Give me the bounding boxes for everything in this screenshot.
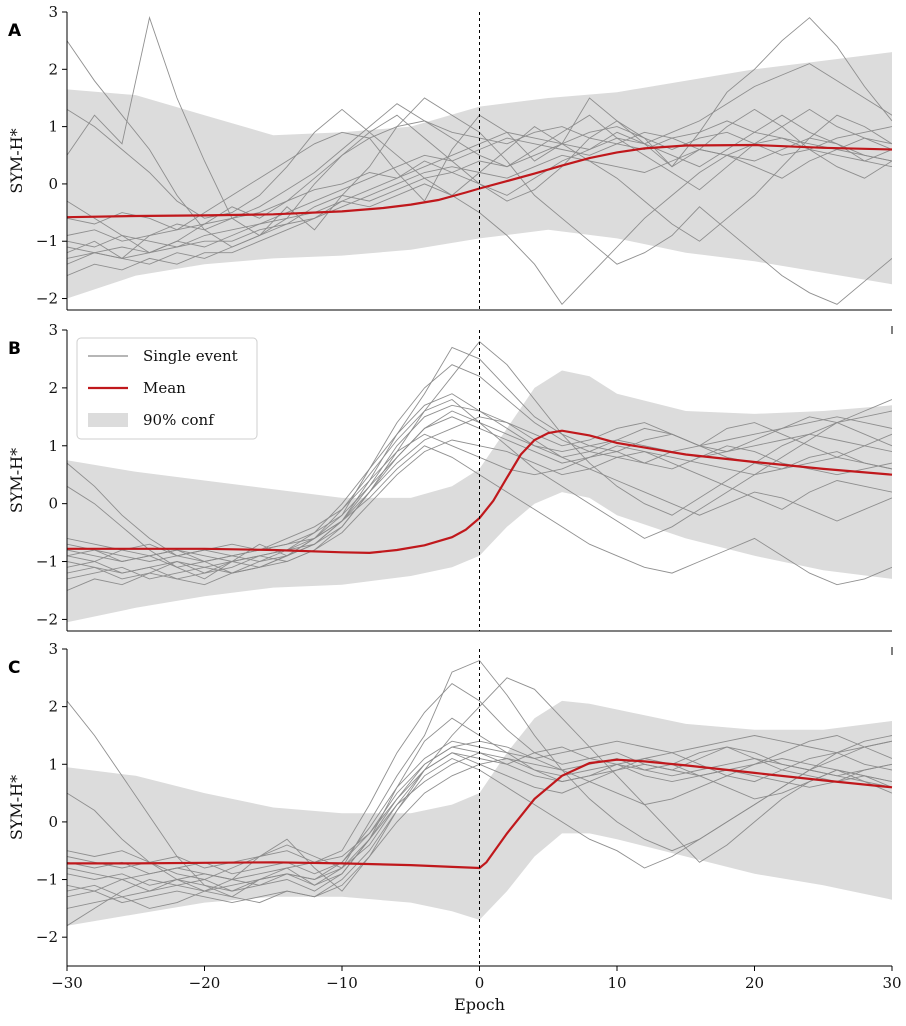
y-tick-label: 3 bbox=[48, 321, 58, 339]
y-tick-label: 2 bbox=[48, 379, 58, 397]
y-tick-label: 1 bbox=[48, 755, 58, 773]
panel-b: −2 −1 0 1 2 3 SYM-H* B Single event Mean 90% conf bbox=[7, 321, 893, 655]
x-tick-label: 0 bbox=[475, 974, 485, 992]
single-event-line-8 bbox=[67, 63, 892, 265]
y-tick-label: 2 bbox=[48, 698, 58, 716]
single-event-line-11 bbox=[67, 108, 892, 254]
mean-line bbox=[67, 758, 893, 870]
y-tick-label: −1 bbox=[36, 232, 58, 250]
legend-label-mean: Mean bbox=[143, 379, 186, 397]
x-tick-label: 30 bbox=[882, 974, 901, 992]
y-tick-label: 0 bbox=[48, 495, 58, 513]
x-tick-label: 20 bbox=[745, 974, 764, 992]
x-tick-label: 10 bbox=[607, 974, 626, 992]
y-tick-label: 1 bbox=[48, 118, 58, 136]
legend-label-band: 90% conf bbox=[143, 411, 215, 429]
y-tick-label: 0 bbox=[48, 813, 58, 831]
y-tick-label: 3 bbox=[48, 3, 58, 21]
panel-label: C bbox=[8, 658, 20, 678]
y-tick-label: 3 bbox=[48, 640, 58, 658]
legend: Single event Mean 90% conf bbox=[76, 337, 258, 440]
panel-a: −2 −1 0 1 2 3 SYM-H* A bbox=[7, 3, 893, 334]
panel-c: −2 −1 0 1 2 3 SYM-H* C bbox=[7, 640, 893, 967]
y-tick-label: −1 bbox=[36, 553, 58, 571]
legend-band-swatch bbox=[88, 413, 128, 427]
mean-line bbox=[67, 429, 893, 555]
y-tick-label: −2 bbox=[36, 610, 58, 628]
confidence-band bbox=[67, 370, 892, 623]
y-tick-label: −1 bbox=[36, 871, 58, 889]
y-tick-label: −2 bbox=[36, 290, 58, 308]
y-axis-title: SYM-H* bbox=[7, 448, 26, 513]
y-tick-label: 1 bbox=[48, 437, 58, 455]
x-tick-label: −10 bbox=[326, 974, 358, 992]
x-axis-title: Epoch bbox=[454, 995, 505, 1014]
single-event-line-7 bbox=[67, 108, 892, 242]
legend-label-event: Single event bbox=[143, 347, 238, 365]
y-tick-label: 2 bbox=[48, 60, 58, 78]
y-axis-title: SYM-H* bbox=[7, 128, 26, 193]
panel-label: A bbox=[8, 21, 22, 41]
mean-line bbox=[66, 143, 893, 219]
y-tick-label: 0 bbox=[48, 175, 58, 193]
y-tick-label: −2 bbox=[36, 928, 58, 946]
y-axis-title: SYM-H* bbox=[7, 775, 26, 840]
x-tick-label: −30 bbox=[51, 974, 83, 992]
x-tick-label: −20 bbox=[189, 974, 221, 992]
panel-label: B bbox=[8, 339, 21, 359]
